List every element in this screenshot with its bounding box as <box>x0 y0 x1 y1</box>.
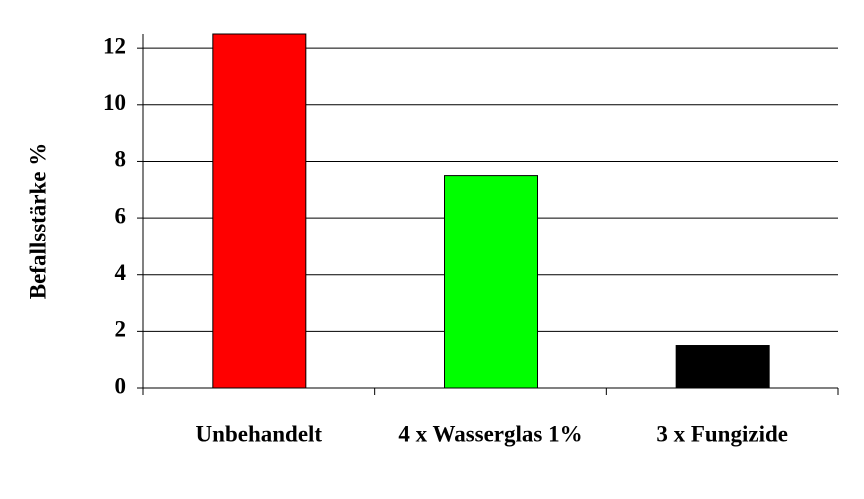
y-tick-label: 0 <box>115 373 127 398</box>
x-tick-label: 3 x Fungizide <box>656 421 788 446</box>
y-axis-label: Befallsstärke % <box>25 143 50 300</box>
bar <box>675 345 770 389</box>
y-tick-label: 12 <box>103 33 126 58</box>
y-tick-label: 8 <box>115 147 127 172</box>
y-tick-label: 6 <box>115 203 127 228</box>
y-tick-label: 2 <box>115 317 127 342</box>
y-tick-label: 4 <box>115 260 127 285</box>
x-tick-label: Unbehandelt <box>196 421 323 446</box>
x-tick-label: 4 x Wasserglas 1% <box>398 421 582 446</box>
y-tick-label: 10 <box>103 90 126 115</box>
bar <box>444 175 538 389</box>
bar <box>212 33 307 389</box>
